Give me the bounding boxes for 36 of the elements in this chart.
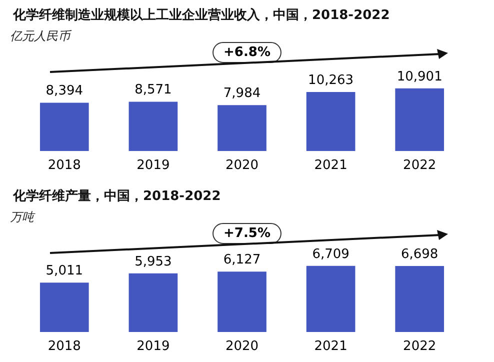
data-label: 8,394 (46, 84, 84, 99)
chart-title: 化学纤维产量，中国，2018-2022 (12, 188, 221, 204)
x-tick-label: 2019 (136, 158, 170, 173)
x-tick-label: 2020 (225, 158, 259, 173)
x-tick-label: 2021 (314, 158, 348, 173)
bar (128, 273, 178, 332)
bar (395, 88, 444, 151)
data-label: 5,011 (46, 264, 84, 279)
bar (306, 266, 356, 332)
x-tick-label: 2018 (48, 158, 81, 173)
x-tick-label: 2018 (48, 339, 81, 354)
text: +7.5% (224, 226, 270, 241)
data-label: 10,263 (308, 72, 354, 88)
text: +6.8% (224, 45, 270, 60)
data-label: 5,953 (134, 254, 172, 270)
chart-title: 化学纤维制造业规模以上工业企业营业收入，中国，2018-2022 (12, 7, 390, 23)
data-label: 6,709 (312, 246, 350, 262)
bar (128, 102, 178, 151)
bar (395, 266, 444, 332)
data-label: 7,984 (223, 86, 261, 102)
y-axis-title: 万吨 (10, 210, 36, 224)
x-tick-label: 2020 (225, 339, 259, 354)
x-tick-label: 2021 (314, 339, 348, 354)
x-tick-label: 2019 (136, 339, 170, 354)
data-label: 8,571 (134, 82, 172, 98)
bar (306, 92, 356, 151)
x-tick-label: 2022 (403, 158, 436, 173)
bar (218, 105, 266, 151)
y-axis-title: 亿元人民币 (10, 29, 72, 43)
bar (40, 282, 89, 332)
bar (218, 272, 266, 332)
data-label: 6,698 (400, 246, 438, 262)
x-tick-label: 2022 (403, 339, 436, 354)
data-label: 10,901 (396, 69, 442, 84)
data-label: 6,127 (223, 252, 261, 268)
bar (40, 102, 89, 151)
